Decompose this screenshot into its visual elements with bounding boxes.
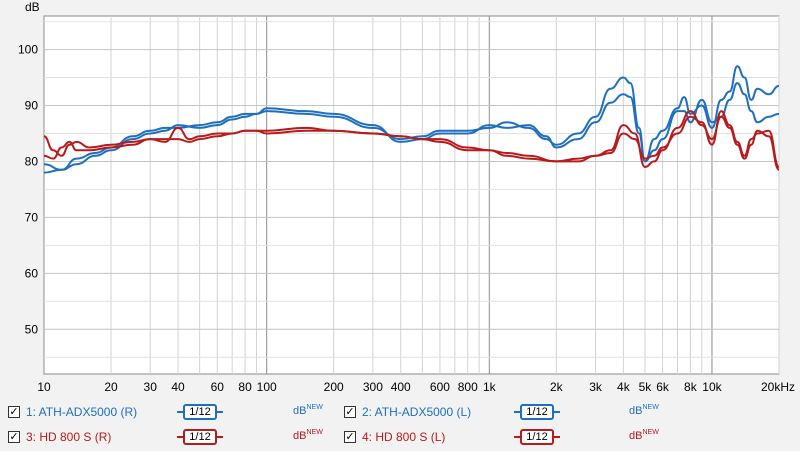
legend-item-1: ✓ 1: ATH-ADX5000 (R) [8, 402, 137, 422]
x-tick-label: 20 [104, 380, 118, 394]
y-axis-unit: dB [25, 0, 40, 14]
db-offset-1[interactable]: dBNEW [293, 404, 323, 417]
legend: ✓ 1: ATH-ADX5000 (R) 1/12 dBNEW ✓ 2: ATH… [0, 400, 800, 451]
x-tick-label: 100 [257, 380, 277, 394]
legend-checkbox-1[interactable]: ✓ [8, 406, 20, 418]
smoothing-button-4[interactable]: 1/12 [514, 429, 560, 445]
db-label-1: dB [293, 405, 307, 417]
x-tick-label: 4k [617, 380, 631, 394]
x-tick-label: 1k [483, 380, 497, 394]
x-tick-label: 600 [430, 380, 450, 394]
x-tick-label: 3k [589, 380, 603, 394]
x-tick-label: 6k [656, 380, 670, 394]
legend-item-3: ✓ 3: HD 800 S (R) [8, 427, 111, 447]
legend-label-4: 4: HD 800 S (L) [362, 430, 446, 444]
x-tick-label: 60 [211, 380, 225, 394]
y-tick-label: 80 [25, 154, 39, 168]
frequency-response-chart: 50 60 70 80 90 100 10 20 30 40 60 80 100 200 300 400 60… [18, 0, 795, 394]
db-offset-4[interactable]: dBNEW [629, 429, 659, 442]
series-line-2 [43, 82, 780, 174]
x-tick-label: 800 [458, 380, 478, 394]
x-tick-label: 10k [702, 380, 722, 394]
y-tick-label: 50 [25, 322, 39, 336]
x-tick-label: 300 [363, 380, 383, 394]
x-tick-label: 400 [391, 380, 411, 394]
x-tick-label: 30 [144, 380, 158, 394]
db-badge-4: NEW [642, 429, 659, 436]
x-tick-label: 80 [238, 380, 252, 394]
x-tick-label: 2k [550, 380, 564, 394]
series-line-4 [43, 110, 780, 168]
legend-checkbox-4[interactable]: ✓ [344, 431, 356, 443]
grid [43, 16, 780, 374]
smoothing-button-1[interactable]: 1/12 [177, 404, 223, 420]
x-tick-label: 20kHz [761, 380, 795, 394]
y-tick-label: 60 [25, 266, 39, 280]
legend-checkbox-3[interactable]: ✓ [8, 431, 20, 443]
series-group [43, 65, 780, 174]
legend-label-2: 2: ATH-ADX5000 (L) [362, 405, 472, 419]
plot-background [43, 15, 780, 375]
x-tick-label: 10 [37, 380, 51, 394]
db-badge-1: NEW [306, 404, 323, 411]
db-label-3: dB [293, 430, 307, 442]
db-offset-3[interactable]: dBNEW [293, 429, 323, 442]
x-tick-label: 8k [684, 380, 698, 394]
legend-label-3: 3: HD 800 S (R) [26, 430, 112, 444]
legend-checkbox-2[interactable]: ✓ [344, 406, 356, 418]
legend-item-4: ✓ 4: HD 800 S (L) [344, 427, 445, 447]
y-axis: 50 60 70 80 90 100 [18, 43, 38, 337]
db-label-2: dB [629, 405, 643, 417]
x-tick-label: 200 [324, 380, 344, 394]
legend-label-1: 1: ATH-ADX5000 (R) [26, 405, 138, 419]
db-badge-2: NEW [642, 404, 659, 411]
y-tick-label: 100 [18, 43, 38, 57]
x-tick-label: 40 [171, 380, 185, 394]
db-badge-3: NEW [306, 429, 323, 436]
y-tick-label: 70 [25, 210, 39, 224]
db-label-4: dB [629, 430, 643, 442]
legend-item-2: ✓ 2: ATH-ADX5000 (L) [344, 402, 471, 422]
y-tick-label: 90 [25, 99, 39, 113]
x-tick-label: 5k [639, 380, 653, 394]
smoothing-button-3[interactable]: 1/12 [177, 429, 223, 445]
x-axis: 10 20 30 40 60 80 100 200 300 400 600 800 1k 2k 3k 4k 5k… [37, 380, 795, 394]
db-offset-2[interactable]: dBNEW [629, 404, 659, 417]
smoothing-button-2[interactable]: 1/12 [514, 404, 560, 420]
